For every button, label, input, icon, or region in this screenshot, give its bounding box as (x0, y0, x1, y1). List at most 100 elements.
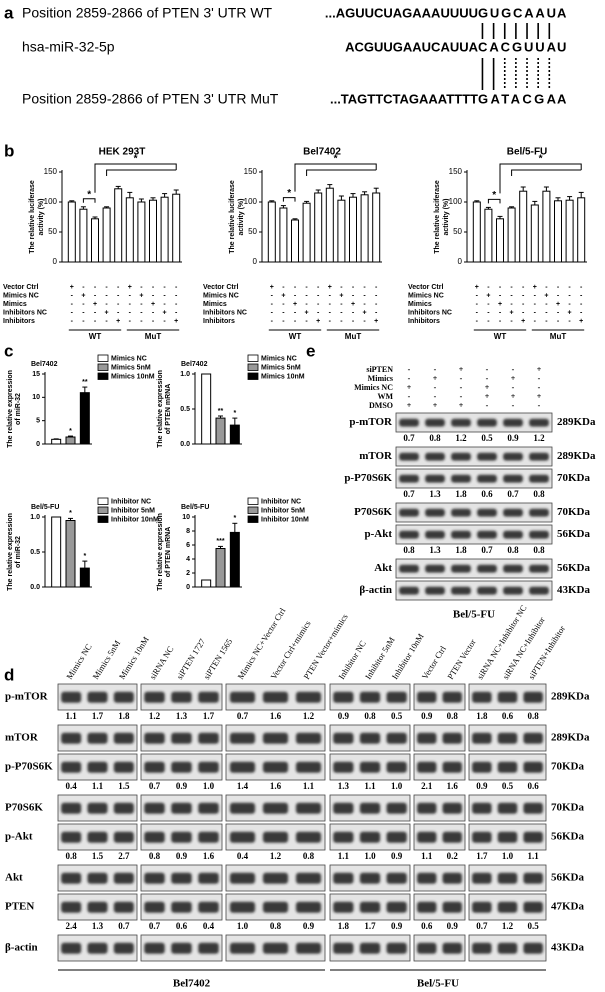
condition-sign: - (510, 284, 513, 291)
blot-size: 56KDa (551, 872, 585, 884)
condition-sign: + (151, 301, 155, 308)
blot-band (87, 802, 108, 814)
blot-size: 43KDa (551, 942, 585, 954)
significance: * (233, 410, 236, 417)
blot-band (442, 732, 462, 744)
blot-band (359, 732, 381, 744)
blot-band (87, 732, 108, 744)
condition-sign: - (534, 301, 537, 308)
condition-label: Mimics (3, 301, 27, 308)
chart-title: Bel/5-FU (181, 504, 209, 511)
blot-band (442, 831, 462, 843)
blot-band (295, 831, 322, 843)
treatment-sign: - (434, 365, 437, 374)
blot-band (61, 901, 82, 913)
blot-band (61, 831, 82, 843)
y-axis-label: activity (%) (443, 199, 450, 236)
quant-value: 0.7 (481, 545, 493, 555)
quant-value: 0.6 (421, 921, 433, 931)
condition-sign: - (363, 318, 366, 325)
quant-value: 0.6 (481, 489, 493, 499)
blot-band (262, 901, 289, 913)
quant-value: 1.0 (364, 851, 376, 861)
blot-band (399, 586, 419, 595)
blot-band (472, 872, 492, 884)
legend-swatch (97, 363, 109, 371)
condition-sign: - (175, 301, 178, 308)
blot-band (417, 691, 437, 703)
condition-sign: + (328, 284, 332, 291)
blot-size: 70KDa (557, 506, 591, 518)
blot-band (359, 802, 381, 814)
condition-sign: - (94, 284, 97, 291)
treatment-sign: - (434, 392, 437, 401)
blot-band (386, 872, 407, 884)
condition-sign: + (270, 284, 274, 291)
blot-band (87, 691, 108, 703)
quant-value: 1.1 (303, 781, 315, 791)
condition-sign: - (82, 309, 85, 316)
condition-sign: - (329, 309, 332, 316)
condition-sign: - (352, 309, 355, 316)
blot-band (425, 418, 445, 427)
blot-band (529, 530, 549, 539)
quant-value: 0.9 (391, 851, 403, 861)
blot-band (61, 691, 82, 703)
blot-band (333, 901, 354, 913)
blot-label: β-actin (359, 584, 392, 596)
blot-band (262, 732, 289, 744)
cell-line-label: Bel7402 (173, 978, 211, 990)
chart-title: Bel/5-FU (507, 147, 548, 158)
quant-value: 0.7 (118, 921, 130, 931)
blot-band (529, 418, 549, 427)
blot-band (113, 872, 134, 884)
quant-value: 2.4 (66, 921, 78, 931)
condition-sign: - (129, 318, 132, 325)
blot-label: mTOR (359, 450, 393, 462)
blot-label: Akt (5, 872, 23, 884)
condition-sign: + (544, 292, 548, 299)
blot-band (386, 732, 407, 744)
blot-band (171, 942, 192, 954)
condition-sign: - (129, 309, 132, 316)
treatment-sign: - (538, 383, 541, 392)
condition-sign: - (545, 301, 548, 308)
condition-sign: - (487, 318, 490, 325)
blot-label: p-Akt (364, 528, 392, 540)
condition-sign: + (163, 309, 167, 316)
blot-band (61, 802, 82, 814)
condition-sign: - (271, 318, 274, 325)
group-label: MuT (345, 332, 362, 341)
blot-band (472, 802, 492, 814)
group-label: MuT (550, 332, 567, 341)
condition-label: Mimics (408, 301, 432, 308)
condition-sign: - (352, 284, 355, 291)
treatment-sign: - (512, 401, 515, 410)
blot-band (262, 831, 289, 843)
quant-value: 1.3 (176, 711, 188, 721)
condition-sign: - (71, 292, 74, 299)
blot-band (442, 872, 462, 884)
condition-sign: - (522, 309, 525, 316)
quant-value: 1.3 (429, 489, 441, 499)
sequence: A (557, 91, 567, 106)
condition-sign: - (163, 318, 166, 325)
blot-size: 47KDa (551, 901, 585, 913)
blot-membrane (395, 446, 553, 467)
legend-label: Mimics NC (261, 355, 297, 362)
blot-band (477, 586, 497, 595)
blot-band (386, 942, 407, 954)
condition-sign: - (305, 301, 308, 308)
quant-value: 1.8 (118, 711, 130, 721)
blot-band (451, 564, 471, 573)
quant-value: 1.0 (237, 921, 249, 931)
blot-label: β-actin (5, 942, 38, 954)
blot-band (399, 530, 419, 539)
blot-band (87, 831, 108, 843)
y-tick-label: 150 (244, 167, 258, 176)
blot-band (333, 802, 354, 814)
condition-sign: + (374, 318, 378, 325)
quant-value: 1.6 (203, 851, 215, 861)
y-tick-label: 100 (44, 197, 58, 206)
y-axis-label: The relative luciferase (229, 180, 236, 254)
